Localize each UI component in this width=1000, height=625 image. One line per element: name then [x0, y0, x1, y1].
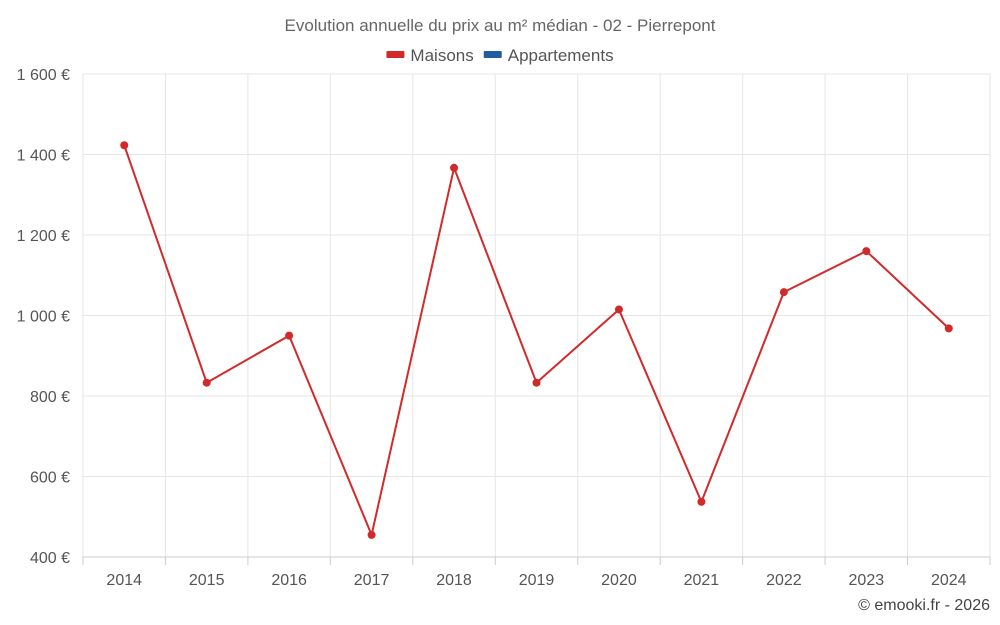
y-tick-label: 600 €	[30, 470, 70, 487]
series	[120, 141, 953, 539]
y-tick-label: 400 €	[30, 550, 70, 567]
data-point-2022[interactable]	[779, 288, 788, 297]
data-point-2020[interactable]	[614, 305, 623, 314]
data-point-2024[interactable]	[944, 324, 953, 333]
y-tick-label: 1 200 €	[17, 228, 70, 245]
x-tick-label: 2015	[189, 572, 225, 589]
data-point-2015[interactable]	[202, 378, 211, 387]
x-tick-label: 2020	[601, 572, 637, 589]
chart-title: Evolution annuelle du prix au m² médian …	[285, 16, 716, 35]
legend-swatch-maisons[interactable]	[386, 51, 405, 58]
x-tick-label: 2018	[436, 572, 472, 589]
grid	[82, 73, 991, 557]
x-tick-label: 2023	[849, 572, 885, 589]
x-tick-label: 2014	[106, 572, 142, 589]
data-point-2019[interactable]	[532, 378, 541, 387]
y-tick-label: 1 600 €	[17, 67, 70, 84]
axes: 400 € 600 € 800 € 1 000 € 1 200 € 1 400 € 1 60…	[17, 67, 991, 589]
data-point-2016[interactable]	[285, 331, 294, 340]
legend-label-maisons[interactable]: Maisons	[410, 46, 473, 65]
x-tick-label: 2016	[271, 572, 307, 589]
data-point-2023[interactable]	[862, 247, 871, 256]
data-point-2014[interactable]	[120, 141, 129, 150]
data-point-2017[interactable]	[367, 530, 376, 539]
legend-swatch-appartements[interactable]	[483, 51, 502, 58]
data-point-2021[interactable]	[697, 497, 706, 506]
y-tick-label: 1 400 €	[17, 148, 70, 165]
x-tick-label: 2017	[354, 572, 390, 589]
legend: Maisons Appartements	[386, 46, 614, 65]
data-point-2018[interactable]	[450, 163, 459, 172]
x-tick-label: 2019	[519, 572, 555, 589]
y-tick-label: 1 000 €	[17, 309, 70, 326]
x-tick-label: 2021	[684, 572, 720, 589]
footer-credit: © emooki.fr - 2026	[858, 597, 990, 614]
x-tick-label: 2022	[766, 572, 802, 589]
x-tick-label: 2024	[931, 572, 967, 589]
y-tick-label: 800 €	[30, 389, 70, 406]
legend-label-appartements[interactable]: Appartements	[508, 46, 614, 65]
